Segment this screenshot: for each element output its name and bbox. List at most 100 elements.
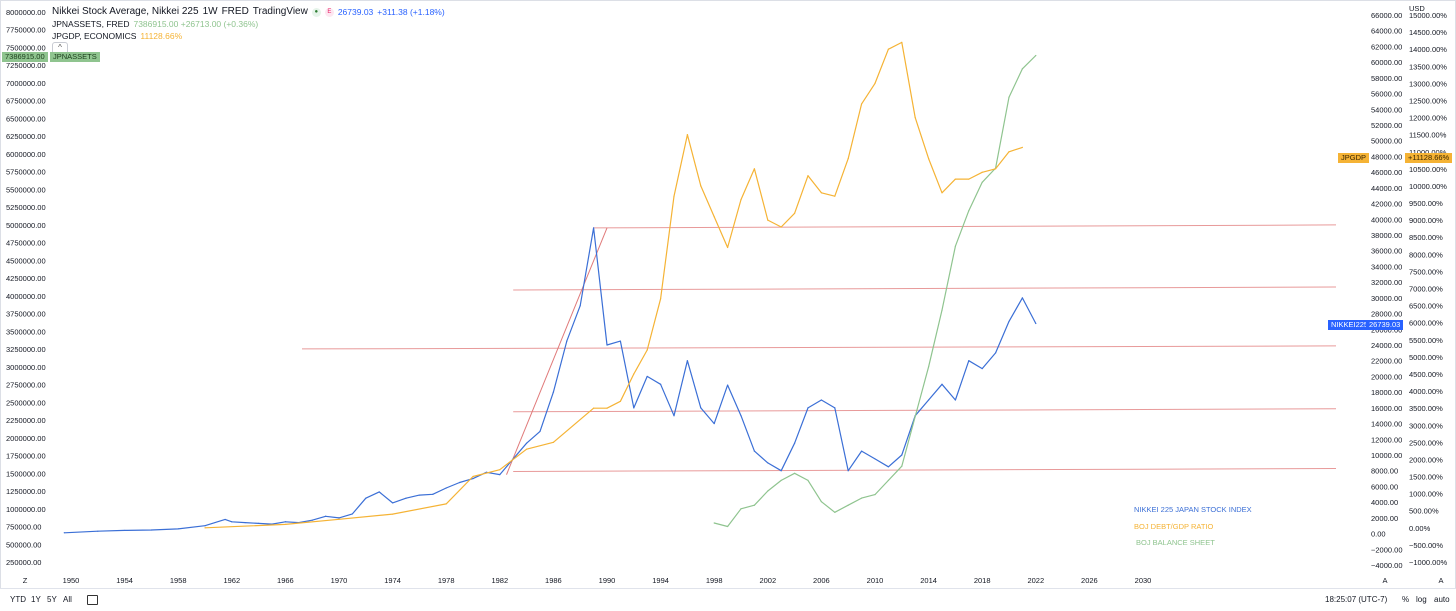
data-point-jpnassets: [834, 511, 836, 513]
range-1y-button[interactable]: 1Y: [31, 595, 41, 604]
left-axis-tick-label: 2250000.00: [6, 416, 46, 425]
calendar-range-icon[interactable]: [87, 595, 98, 605]
data-point-nikkei225: [231, 521, 233, 523]
data-point-jpnassets: [794, 472, 796, 474]
data-point-jpgdp: [552, 441, 555, 443]
right-axis-tick-label: 6500.00%: [1409, 302, 1443, 311]
mid-axis-tick-label: 60000.00: [1371, 58, 1402, 67]
chart-canvas[interactable]: 8000000.00 7750000.00 7500000.00 7250000.00…: [0, 0, 1456, 588]
percent-toggle[interactable]: %: [1402, 595, 1410, 604]
left-axis-tick-label: 3000000.00: [6, 363, 46, 372]
right-axis-tick-label: 15000.00%: [1409, 11, 1447, 20]
right-axis-tick-label: 13500.00%: [1409, 62, 1447, 71]
data-point-jpgdp: [995, 168, 997, 170]
data-point-jpnassets: [780, 479, 782, 481]
right-axis-tick-label: 7500.00%: [1409, 267, 1443, 276]
data-point-jpgdp: [820, 192, 823, 194]
left-axis-tick-label: 6000000.00: [6, 150, 46, 159]
mid-axis-tick-label: 2000.00: [1371, 514, 1398, 523]
earnings-icon[interactable]: E: [324, 7, 334, 17]
left-axis-tick-label: 4500000.00: [6, 256, 46, 265]
left-axis-tick-label: 6750000.00: [6, 97, 46, 106]
chart-title: Nikkei Stock Average, Nikkei 225: [52, 6, 199, 17]
data-point-jpgdp: [981, 171, 983, 173]
mid-axis-tick-label: 38000.00: [1371, 231, 1402, 240]
data-point-jpgdp: [686, 134, 689, 136]
data-point-nikkei225: [794, 442, 796, 444]
data-point-nikkei225: [1008, 320, 1010, 323]
left-axis-tick-label: 2500000.00: [6, 398, 46, 407]
data-point-jpnassets: [954, 245, 957, 247]
mid-axis-tick-label: 58000.00: [1371, 74, 1402, 83]
data-point-nikkei225: [981, 367, 983, 370]
data-point-nikkei225: [834, 407, 836, 409]
right-axis-tick-label: 14500.00%: [1409, 28, 1447, 37]
mid-axis-tick-label: 48000.00: [1371, 152, 1402, 161]
data-point-nikkei225: [566, 340, 568, 342]
range-5y-button[interactable]: 5Y: [47, 595, 57, 604]
data-point-jpgdp: [1008, 151, 1010, 153]
data-point-jpgdp: [954, 178, 957, 180]
horizontal-level-line: [513, 468, 1337, 472]
x-axis-tick-label: 1990: [599, 576, 616, 585]
data-point-jpgdp: [780, 226, 782, 228]
range-all-button[interactable]: All: [63, 595, 72, 604]
left-axis-tick-label: 5000000.00: [6, 221, 46, 230]
data-point-nikkei225: [968, 360, 970, 362]
mid-axis-tick-label: −2000.00: [1371, 545, 1403, 554]
data-point-jpgdp: [874, 82, 876, 84]
x-axis-tick-label: 2030: [1135, 576, 1152, 585]
left-axis-tick-label: 5500000.00: [6, 185, 46, 194]
right-axis-tick-label: 13000.00%: [1409, 79, 1447, 88]
data-point-jpnassets: [901, 465, 903, 467]
legend-row-gdp[interactable]: JPGDP, ECONOMICS 11128.66%: [52, 30, 445, 42]
legend-main-row[interactable]: Nikkei Stock Average, Nikkei 225 1W FRED…: [52, 6, 445, 18]
data-point-jpgdp: [794, 212, 796, 214]
data-point-nikkei225: [258, 522, 260, 524]
data-point-jpnassets: [807, 479, 809, 481]
mid-axis-tick-label: 62000.00: [1371, 42, 1402, 51]
data-point-nikkei225: [405, 497, 407, 499]
right-axis-tick-label: 8500.00%: [1409, 233, 1443, 242]
left-axis-tick-label: 7250000.00: [6, 61, 46, 70]
mid-axis-tick-label: −4000.00: [1371, 561, 1403, 570]
data-point-jpgdp: [941, 192, 943, 194]
data-point-jpgdp: [499, 469, 501, 471]
mid-axis-tick-label: 46000.00: [1371, 168, 1402, 177]
data-point-jpnassets: [1021, 68, 1024, 70]
x-axis-tick-label: 2002: [759, 576, 776, 585]
data-point-jpgdp: [284, 523, 286, 525]
data-point-nikkei225: [311, 519, 313, 521]
data-point-nikkei225: [700, 407, 702, 409]
data-point-jpgdp: [1021, 146, 1024, 148]
mid-axis-tick-label: 12000.00: [1371, 435, 1402, 444]
auto-toggle[interactable]: auto: [1434, 595, 1450, 604]
data-point-jpgdp: [713, 216, 715, 218]
data-point-jpgdp: [633, 373, 635, 375]
data-point-jpgdp: [619, 400, 622, 402]
log-toggle[interactable]: log: [1416, 595, 1427, 604]
data-point-nikkei225: [740, 415, 742, 417]
data-point-jpnassets: [820, 501, 823, 503]
legend: Nikkei Stock Average, Nikkei 225 1W FRED…: [52, 6, 445, 42]
data-point-nikkei225: [673, 415, 675, 417]
source-label: FRED: [221, 6, 249, 17]
data-point-nikkei225: [646, 375, 648, 378]
mid-axis-tick-label: 18000.00: [1371, 388, 1402, 397]
data-point-nikkei225: [445, 487, 447, 489]
time-display[interactable]: 18:25:07 (UTC-7): [1325, 595, 1388, 604]
chevron-up-icon[interactable]: ^: [52, 42, 68, 55]
x-axis-tick-label: 1986: [545, 576, 562, 585]
right-axis-tick-label: 8000.00%: [1409, 250, 1443, 259]
mid-axis-tick-label: 50000.00: [1371, 137, 1402, 146]
right-axis-tick-label: 2500.00%: [1409, 438, 1443, 447]
data-point-nikkei225: [928, 399, 930, 401]
data-point-nikkei225: [351, 513, 353, 515]
right-axis-tick-label: 9000.00%: [1409, 216, 1443, 225]
data-point-nikkei225: [633, 407, 635, 409]
series-line-jpgdp: [204, 41, 1023, 529]
range-ytd-button[interactable]: YTD: [10, 595, 26, 604]
right-axis-tick-label: 10000.00%: [1409, 182, 1447, 191]
market-status-icon[interactable]: ●: [311, 7, 321, 17]
legend-row-assets[interactable]: JPNASSETS, FRED 7386915.00 +26713.00 (+0…: [52, 18, 445, 30]
